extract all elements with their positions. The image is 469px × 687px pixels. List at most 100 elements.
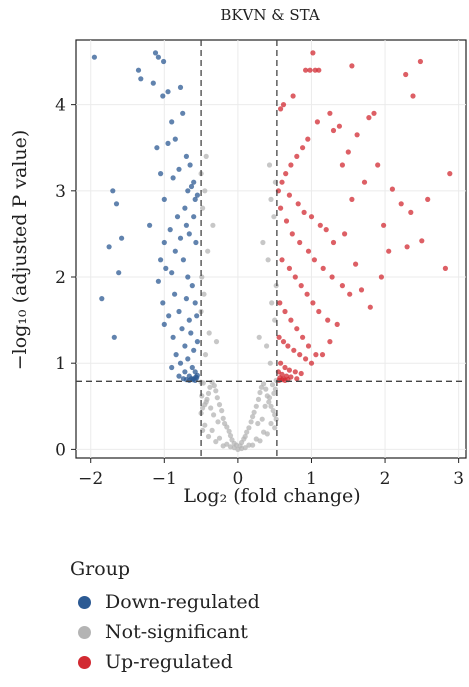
- point-down-regulated: [182, 369, 188, 375]
- point-down-regulated: [180, 257, 186, 263]
- point-up-regulated: [381, 222, 387, 228]
- point-up-regulated: [305, 343, 312, 349]
- point-not-significant: [200, 205, 206, 211]
- point-not-significant: [213, 388, 219, 394]
- point-not-significant: [270, 408, 276, 414]
- point-not-significant: [263, 386, 269, 392]
- point-up-regulated: [339, 162, 345, 168]
- point-down-regulated: [165, 89, 171, 95]
- point-not-significant: [199, 274, 205, 280]
- point-not-significant: [266, 399, 272, 405]
- point-not-significant: [209, 379, 215, 385]
- point-not-significant: [261, 381, 267, 387]
- point-not-significant: [219, 408, 225, 414]
- point-not-significant: [272, 412, 278, 418]
- point-up-regulated: [353, 261, 359, 267]
- point-up-regulated: [327, 339, 333, 345]
- point-down-regulated: [174, 214, 181, 220]
- point-not-significant: [209, 427, 215, 433]
- point-up-regulated: [316, 308, 322, 315]
- point-up-regulated: [327, 110, 333, 116]
- point-down-regulated: [99, 296, 105, 302]
- point-not-significant: [201, 291, 207, 297]
- point-up-regulated: [389, 186, 395, 192]
- point-not-significant: [266, 162, 273, 168]
- x-axis-ticks: −2 −1 0 1 2 3: [78, 458, 464, 489]
- point-down-regulated: [180, 110, 186, 116]
- point-up-regulated: [276, 334, 282, 340]
- point-up-regulated: [288, 162, 294, 168]
- legend-label: Down-regulated: [105, 591, 260, 613]
- point-not-significant: [202, 188, 208, 194]
- point-down-regulated: [191, 214, 197, 220]
- point-not-significant: [268, 420, 274, 427]
- point-up-regulated: [317, 222, 323, 228]
- point-down-regulated: [177, 360, 184, 366]
- point-up-regulated: [329, 274, 335, 280]
- point-up-regulated: [408, 209, 414, 215]
- point-up-regulated: [310, 300, 316, 306]
- point-not-significant: [251, 409, 257, 415]
- point-down-regulated: [192, 196, 198, 202]
- point-up-regulated: [292, 274, 298, 280]
- point-up-regulated: [378, 274, 384, 280]
- point-down-regulated: [135, 67, 142, 73]
- point-up-regulated: [371, 110, 377, 116]
- point-not-significant: [269, 382, 276, 388]
- point-not-significant: [205, 390, 212, 396]
- point-up-regulated: [347, 291, 353, 297]
- y-tick-label: 4: [55, 96, 66, 116]
- point-not-significant: [266, 395, 273, 401]
- point-up-regulated: [285, 343, 291, 349]
- point-down-regulated: [169, 270, 175, 276]
- point-not-significant: [265, 257, 271, 263]
- point-not-significant: [255, 420, 261, 427]
- point-down-regulated: [163, 265, 169, 271]
- x-tick-label: 0: [232, 469, 243, 489]
- point-down-regulated: [169, 364, 175, 371]
- point-down-regulated: [186, 231, 192, 237]
- legend-item-not-significant: Not-significant: [78, 618, 248, 646]
- point-up-regulated: [367, 304, 373, 310]
- legend-item-up-regulated: Up-regulated: [78, 648, 233, 676]
- point-not-significant: [259, 416, 265, 422]
- point-up-regulated: [311, 257, 317, 263]
- point-up-regulated: [295, 201, 301, 207]
- point-down-regulated: [183, 153, 189, 159]
- point-down-regulated: [187, 162, 193, 168]
- point-up-regulated: [291, 347, 297, 353]
- point-up-regulated: [277, 300, 283, 306]
- point-up-regulated: [398, 201, 404, 207]
- point-not-significant: [268, 196, 274, 202]
- point-down-regulated: [138, 76, 144, 82]
- point-down-regulated: [111, 334, 117, 340]
- point-up-regulated: [403, 71, 409, 78]
- point-up-regulated: [286, 192, 292, 198]
- x-tick-label: −1: [152, 469, 177, 489]
- point-down-regulated: [167, 227, 173, 233]
- point-up-regulated: [294, 326, 300, 332]
- y-tick-label: 2: [55, 268, 66, 288]
- point-down-regulated: [179, 326, 185, 332]
- point-down-regulated: [191, 179, 197, 185]
- point-up-regulated: [339, 283, 345, 289]
- point-down-regulated: [191, 347, 197, 353]
- point-up-regulated: [354, 132, 360, 138]
- point-up-regulated: [310, 50, 316, 56]
- point-down-regulated: [172, 291, 178, 297]
- point-up-regulated: [330, 239, 337, 246]
- point-up-regulated: [330, 127, 337, 134]
- point-up-regulated: [282, 377, 288, 383]
- point-up-regulated: [303, 356, 309, 362]
- point-up-regulated: [288, 317, 294, 323]
- point-not-significant: [220, 443, 226, 449]
- y-tick-label: 1: [55, 354, 66, 374]
- point-up-regulated: [336, 123, 342, 129]
- point-not-significant: [213, 339, 220, 345]
- point-up-regulated: [308, 360, 315, 366]
- y-tick-label: 3: [55, 182, 66, 202]
- point-down-regulated: [182, 205, 188, 211]
- point-up-regulated: [294, 376, 300, 382]
- point-down-regulated: [192, 300, 198, 306]
- point-down-regulated: [194, 192, 200, 198]
